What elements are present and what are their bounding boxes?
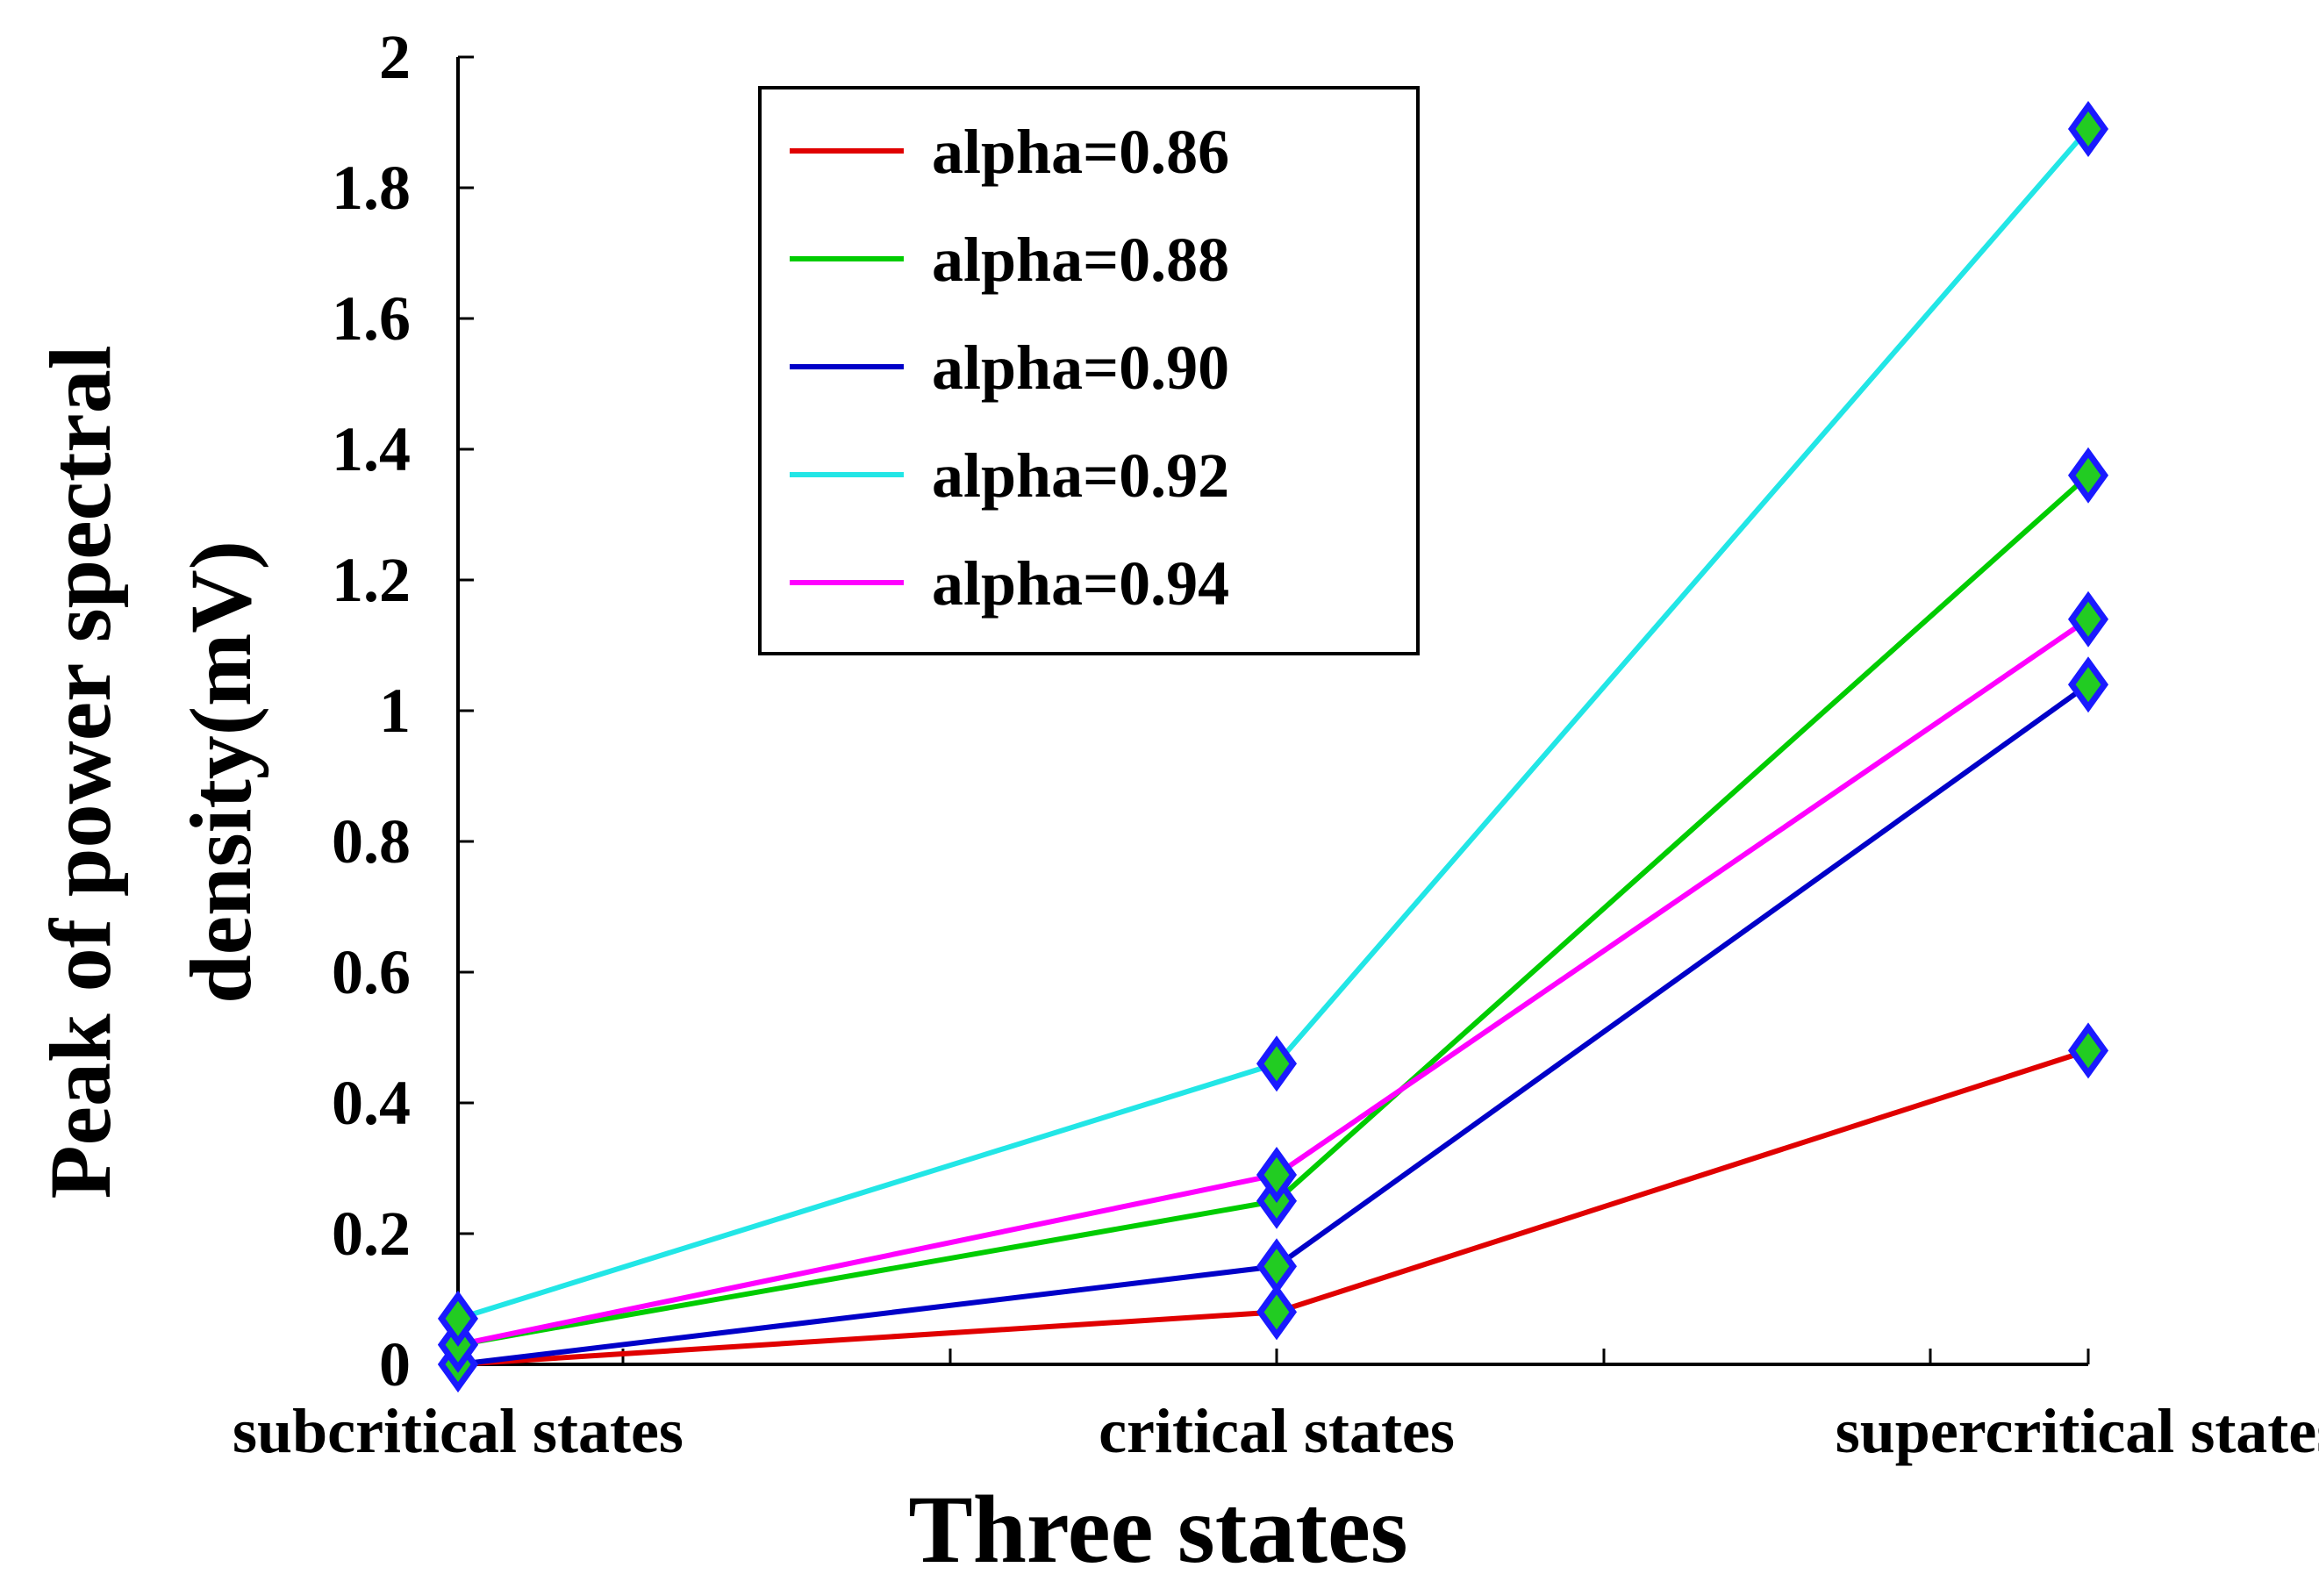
legend-label-alpha=0.86: alpha=0.86 [932, 117, 1229, 187]
series-line-alpha=0.94 [457, 617, 2090, 1348]
data-point-alpha=0.94-1 [1256, 1146, 1298, 1203]
y-axis-title: Peak of power spectral density(mV) [32, 346, 269, 1199]
y-tick-label: 0.2 [332, 1199, 411, 1269]
x-tick-label: critical states [1099, 1396, 1455, 1466]
marker-layer [437, 100, 2109, 1392]
data-point-alpha=0.90-1 [1256, 1238, 1298, 1295]
y-tick-label: 1.6 [332, 283, 411, 354]
data-point-alpha=0.86-1 [1256, 1284, 1298, 1341]
y-tick-label: 1.2 [332, 545, 411, 615]
legend-box [758, 86, 1420, 655]
legend: alpha=0.86 alpha=0.88 alpha=0.90 alpha=0.92… [758, 86, 1420, 655]
legend-label-alpha=0.90: alpha=0.90 [932, 333, 1229, 403]
y-tick-label: 2 [379, 22, 411, 92]
data-point-alpha=0.86-2 [2067, 1022, 2109, 1079]
y-axis-title-line1: Peak of power spectral [32, 346, 129, 1199]
y-tick-label: 0.6 [332, 937, 411, 1007]
legend-label-alpha=0.94: alpha=0.94 [932, 548, 1229, 619]
y-tick-label: 1.8 [332, 153, 411, 223]
data-point-alpha=0.94-2 [2067, 590, 2109, 648]
y-tick-label: 0.4 [332, 1068, 411, 1138]
legend-label-alpha=0.92: alpha=0.92 [932, 440, 1229, 511]
data-point-alpha=0.88-2 [2067, 447, 2109, 504]
data-point-alpha=0.90-2 [2067, 656, 2109, 713]
x-axis-title: Three states [908, 1476, 1407, 1583]
x-tick-label: subcritical states [233, 1396, 684, 1466]
axes: 0 0.2 0.4 0.6 0.8 1 1.2 1.4 1.6 1.8 2 subcritical s… [233, 22, 2319, 1466]
x-tick-label: supercritical states [1836, 1396, 2319, 1466]
y-axis-title-line2: density(mV) [172, 540, 269, 1004]
y-tick-label: 1.4 [332, 414, 411, 484]
data-point-alpha=0.92-0 [437, 1290, 479, 1347]
data-point-alpha=0.92-2 [2067, 100, 2109, 157]
legend-label-alpha=0.88: alpha=0.88 [932, 225, 1229, 295]
y-tick-label: 0.8 [332, 806, 411, 877]
y-tick-label: 1 [379, 676, 411, 746]
y-tick-label: 0 [379, 1329, 411, 1399]
data-point-alpha=0.92-1 [1256, 1035, 1298, 1092]
